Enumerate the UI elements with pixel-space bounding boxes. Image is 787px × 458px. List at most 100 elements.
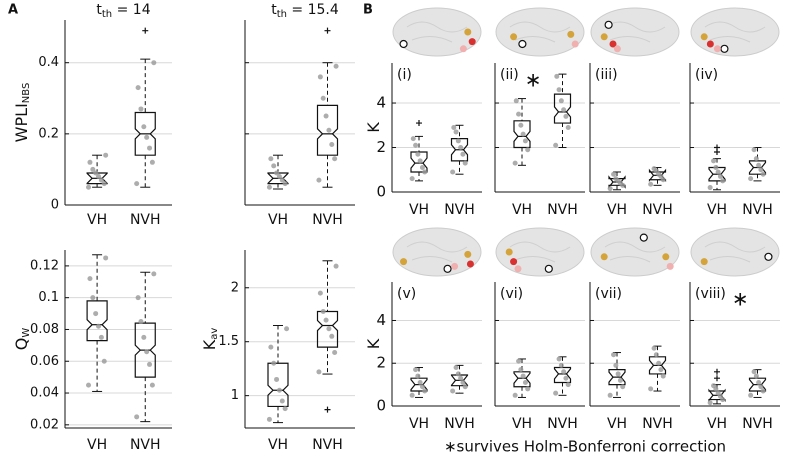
box <box>553 93 572 124</box>
x-tick-label: NVH <box>312 437 343 453</box>
data-point <box>453 129 459 135</box>
brain <box>392 7 482 57</box>
data-point <box>317 74 323 80</box>
brain-node <box>662 253 670 261</box>
data-point <box>333 263 339 269</box>
data-point <box>611 171 617 177</box>
brain-node <box>400 258 408 266</box>
panel-sublabel: (ii) <box>500 67 519 83</box>
y-axis-label-part: WPLI <box>12 103 31 142</box>
data-point <box>620 384 626 390</box>
panel-sublabel: (vii) <box>595 286 622 302</box>
data-point <box>323 113 329 119</box>
data-point <box>613 176 619 182</box>
data-point <box>450 388 456 394</box>
data-point <box>756 162 762 168</box>
y-axis-label: K <box>364 122 383 133</box>
data-point <box>607 392 613 398</box>
y-tick-label: 0 <box>51 198 59 213</box>
chart-title: tth = 15.4 <box>271 2 339 20</box>
data-point <box>320 95 326 101</box>
data-point <box>103 152 109 158</box>
data-point <box>93 170 99 176</box>
y-tick-label: 0.08 <box>30 322 59 337</box>
data-point <box>563 375 569 381</box>
brain <box>690 227 780 277</box>
y-tick-label: 2 <box>231 280 239 295</box>
data-point <box>138 319 144 325</box>
data-point <box>147 361 153 367</box>
data-point <box>516 111 522 117</box>
y-axis-label-part: K <box>364 338 383 349</box>
y-axis-label: K <box>364 338 383 349</box>
x-tick-label: VH <box>268 212 288 228</box>
brain <box>495 227 585 277</box>
data-point <box>149 382 155 388</box>
data-point <box>561 369 567 375</box>
x-tick-label: VH <box>607 416 627 432</box>
y-axis-label-part: W <box>21 328 32 338</box>
data-point <box>554 73 560 79</box>
y-axis-label-part: av <box>209 328 220 340</box>
y-tick-label: 0.12 <box>30 258 59 273</box>
y-axis-label-part: K <box>200 339 219 350</box>
brain-fold <box>604 21 666 43</box>
x-tick-label: NVH <box>547 416 578 432</box>
x-tick-label: NVH <box>642 202 673 218</box>
brain-node <box>571 40 579 48</box>
data-point <box>329 142 335 148</box>
data-point <box>144 134 150 140</box>
y-axis-label: Kav <box>200 328 221 351</box>
data-point <box>316 177 322 183</box>
data-point <box>279 177 285 183</box>
brain-node <box>604 20 613 29</box>
data-point <box>450 169 456 175</box>
data-point <box>563 113 569 119</box>
x-tick-label: NVH <box>130 437 161 453</box>
brain-fold <box>604 241 666 263</box>
data-point <box>326 326 332 332</box>
data-point <box>458 375 464 381</box>
data-point <box>147 145 153 151</box>
data-point <box>656 360 662 366</box>
y-tick-label: 0.06 <box>30 354 59 369</box>
data-point <box>135 85 141 91</box>
data-point <box>417 158 423 164</box>
brain-node <box>567 30 575 38</box>
data-point <box>419 165 425 171</box>
data-point <box>717 173 723 179</box>
brain-node <box>666 262 674 270</box>
y-axis-label: WPLINBS <box>12 83 33 143</box>
brain-node <box>505 248 513 256</box>
data-point <box>274 376 280 382</box>
data-point <box>753 156 759 162</box>
data-point <box>86 382 92 388</box>
data-point <box>282 181 288 187</box>
box <box>450 374 469 387</box>
data-point <box>135 295 141 301</box>
data-point <box>268 156 274 162</box>
panel-sublabel: (vi) <box>500 286 523 302</box>
data-point <box>522 138 528 144</box>
data-point <box>268 344 274 350</box>
box <box>450 138 469 162</box>
outlier <box>324 406 331 413</box>
brain-node <box>639 233 648 242</box>
data-point <box>561 107 567 113</box>
data-point <box>90 295 96 301</box>
chart-title-part: = 15.4 <box>287 2 339 18</box>
box <box>708 166 726 182</box>
x-tick-label: NVH <box>444 416 475 432</box>
x-tick-label: VH <box>268 437 288 453</box>
box <box>608 175 626 189</box>
data-point <box>648 386 654 392</box>
data-point <box>707 185 713 191</box>
data-point <box>711 158 717 164</box>
y-tick-label: 0.4 <box>38 55 59 70</box>
data-point <box>525 147 531 153</box>
caption: ∗survives Holm-Bonferroni correction <box>444 438 726 456</box>
y-tick-label: 2 <box>376 138 386 156</box>
data-point <box>520 373 526 379</box>
data-point <box>760 171 766 177</box>
data-point <box>93 311 99 317</box>
